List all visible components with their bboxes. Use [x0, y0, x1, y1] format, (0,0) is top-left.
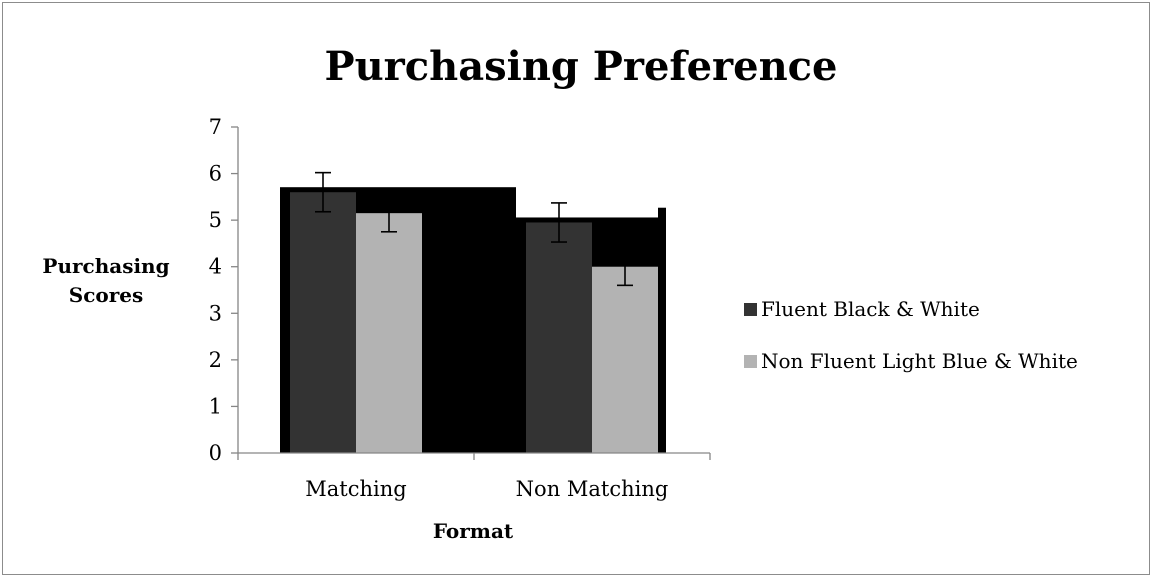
legend-swatch-2 [744, 355, 757, 368]
bar-2-2 [592, 266, 658, 453]
x-tick-label-1: Matching [305, 477, 406, 501]
y-axis-title: Purchasing Scores [42, 254, 169, 307]
bar-1-2 [526, 222, 592, 453]
y-tick-label-4: 4 [209, 255, 222, 279]
y-tick-label-0: 0 [209, 441, 222, 465]
x-tick-label-2: Non Matching [516, 477, 669, 501]
y-tick-label-6: 6 [209, 162, 222, 186]
y-tick-label-7: 7 [209, 115, 222, 139]
bar-shadow-gap-1 [430, 187, 516, 453]
bar-1-1 [290, 192, 356, 453]
legend: Fluent Black & White Non Fluent Light Blu… [744, 297, 1078, 373]
bar-shadow-edge [658, 207, 666, 453]
legend-label-2: Non Fluent Light Blue & White [761, 349, 1078, 373]
x-axis-title: Format [433, 519, 514, 543]
chart-title: Purchasing Preference [325, 43, 838, 90]
y-tick-label-1: 1 [209, 394, 222, 418]
y-axis-title-line-2: Scores [69, 283, 143, 307]
legend-label-1: Fluent Black & White [761, 297, 980, 321]
y-axis-title-line-1: Purchasing [42, 254, 169, 278]
y-tick-label-2: 2 [209, 348, 222, 372]
y-tick-label-3: 3 [209, 301, 222, 325]
plot-area: 0 1 2 3 4 5 6 7 Matching Non Matching [209, 115, 711, 501]
bar-2-1 [356, 213, 422, 453]
y-tick-label-5: 5 [209, 208, 222, 232]
legend-swatch-1 [744, 303, 757, 316]
